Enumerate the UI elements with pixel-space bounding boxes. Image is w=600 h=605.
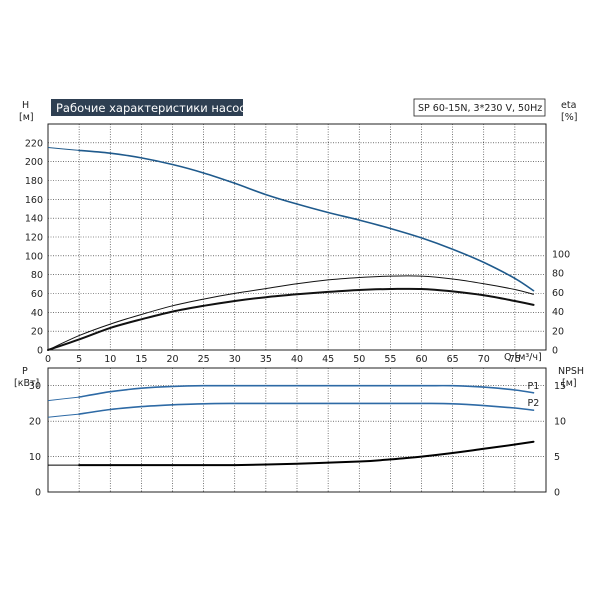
tick-label-layer: 0 5 10 15 20 25 30 35 40 45 50 55 60 65 70 750204060801…	[25, 138, 570, 498]
eta-tick-label: 100	[552, 250, 570, 261]
series-label-p1: P1	[528, 381, 540, 392]
p-curve-0-leadin	[47, 396, 80, 402]
h-tick-label: 0	[37, 346, 43, 357]
h-tick-label: 20	[31, 327, 43, 338]
npsh-axis-unit: [м]	[562, 378, 577, 389]
eta-tick-label: 0	[552, 346, 558, 357]
p-tick-label: 10	[29, 452, 41, 463]
h-tick-label: 40	[31, 308, 43, 319]
eta-tick-label: 40	[552, 307, 564, 318]
p-curve-1-leadin	[47, 413, 80, 418]
p-axis-unit: [кВт]	[14, 378, 39, 389]
x-tick-label: 35	[260, 354, 272, 365]
p-tick-label: 20	[29, 417, 41, 428]
h-tick-label: 220	[25, 138, 43, 149]
p-curve-1	[78, 402, 535, 415]
p-tick-label: 0	[35, 488, 41, 499]
x-tick-label: 75	[509, 354, 521, 365]
h-axis-label: H	[22, 100, 29, 111]
h-axis-unit: [м]	[19, 112, 34, 123]
h-curve-0	[78, 149, 535, 292]
chart-title-background	[51, 99, 243, 116]
x-tick-label: 10	[104, 354, 116, 365]
npsh-tick-label: 5	[554, 452, 560, 463]
h-tick-label: 60	[31, 289, 43, 300]
h-tick-label: 120	[25, 233, 43, 244]
npsh-tick-label: 15	[554, 381, 566, 392]
npsh-tick-label: 10	[554, 417, 566, 428]
x-tick-label: 40	[291, 354, 303, 365]
grid-layer	[48, 124, 546, 492]
x-tick-label: 45	[322, 354, 334, 365]
eta-tick-label: 80	[552, 269, 564, 280]
h-tick-label: 80	[31, 270, 43, 281]
eta-curve-2	[47, 287, 535, 351]
x-tick-label: 25	[198, 354, 210, 365]
eta-axis-label: eta	[561, 100, 576, 111]
series-label-p2: P2	[528, 398, 540, 409]
eta-axis-unit: [%]	[561, 112, 577, 123]
x-tick-label: 5	[76, 354, 82, 365]
h-tick-label: 100	[25, 251, 43, 262]
eta-tick-label: 20	[552, 326, 564, 337]
npsh-axis-label: NPSH	[558, 366, 584, 377]
x-tick-label: 0	[45, 354, 51, 365]
npsh-curve-2	[78, 440, 535, 467]
h-tick-label: 140	[25, 214, 43, 225]
q-axis-label: Q [м³/ч]	[504, 352, 542, 363]
p-curve-0	[78, 384, 535, 398]
eta-curve-1	[47, 275, 534, 351]
x-tick-label: 60	[415, 354, 427, 365]
chart-title: Рабочие характеристики насоса	[56, 101, 253, 115]
x-tick-label: 70	[478, 354, 490, 365]
h-tick-label: 160	[25, 195, 43, 206]
x-tick-label: 65	[447, 354, 459, 365]
x-tick-label: 15	[135, 354, 147, 365]
p-axis-label: P	[22, 366, 28, 377]
h-curve-0-leadin	[47, 147, 80, 151]
eta-tick-label: 60	[552, 288, 564, 299]
pump-info-box	[413, 98, 546, 117]
series-layer: P1 P2	[47, 147, 540, 467]
p-tick-label: 30	[29, 381, 41, 392]
x-tick-label: 20	[166, 354, 178, 365]
x-tick-label: 55	[384, 354, 396, 365]
pump-info-text: SP 60-15N, 3*230 V, 50Hz	[418, 103, 542, 114]
h-tick-label: 200	[25, 157, 43, 168]
npsh-tick-label: 0	[554, 488, 560, 499]
x-tick-label: 30	[229, 354, 241, 365]
x-tick-label: 50	[353, 354, 365, 365]
h-tick-label: 180	[25, 176, 43, 187]
